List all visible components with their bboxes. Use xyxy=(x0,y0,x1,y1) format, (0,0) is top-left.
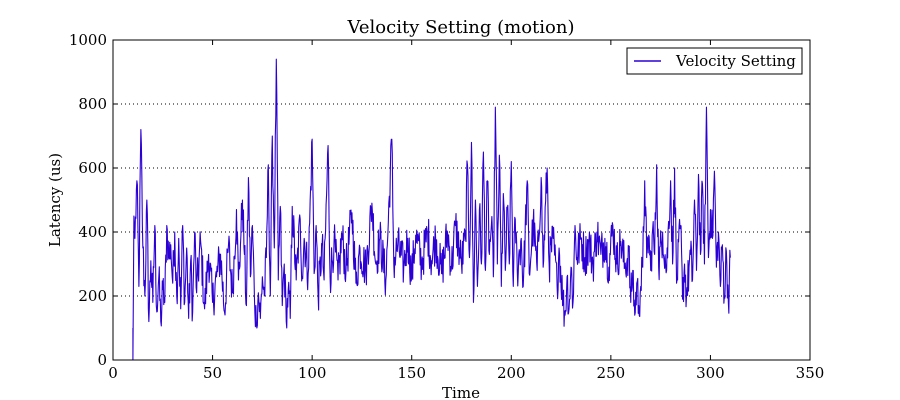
plot-area xyxy=(132,58,731,361)
y-tick-label-800: 800 xyxy=(78,95,107,113)
chart-title: Velocity Setting (motion) xyxy=(347,17,575,38)
series-line-velocity-setting xyxy=(132,58,731,361)
x-tick-label-350: 350 xyxy=(796,364,825,382)
axis-ticks: 0 50 100 150 200 250 300 350 0 200 400 600 800 1000 xyxy=(69,31,825,382)
y-tick-label-200: 200 xyxy=(78,287,107,305)
x-tick-label-300: 300 xyxy=(696,364,725,382)
y-axis-title: Latency (us) xyxy=(46,153,64,247)
x-tick-label-150: 150 xyxy=(397,364,426,382)
y-tick-label-1000: 1000 xyxy=(69,31,107,49)
x-axis-title: Time xyxy=(442,384,480,400)
x-tick-label-200: 200 xyxy=(497,364,526,382)
plot-frame xyxy=(112,39,811,361)
legend-label: Velocity Setting xyxy=(675,52,796,70)
x-tick-label-0: 0 xyxy=(108,364,118,382)
x-tick-label-50: 50 xyxy=(203,364,222,382)
gridlines xyxy=(113,103,810,297)
y-tick-label-600: 600 xyxy=(78,159,107,177)
y-tick-label-0: 0 xyxy=(97,351,107,369)
legend: Velocity Setting xyxy=(626,47,803,75)
x-tick-label-250: 250 xyxy=(597,364,626,382)
y-tick-label-400: 400 xyxy=(78,223,107,241)
x-tick-label-100: 100 xyxy=(298,364,327,382)
